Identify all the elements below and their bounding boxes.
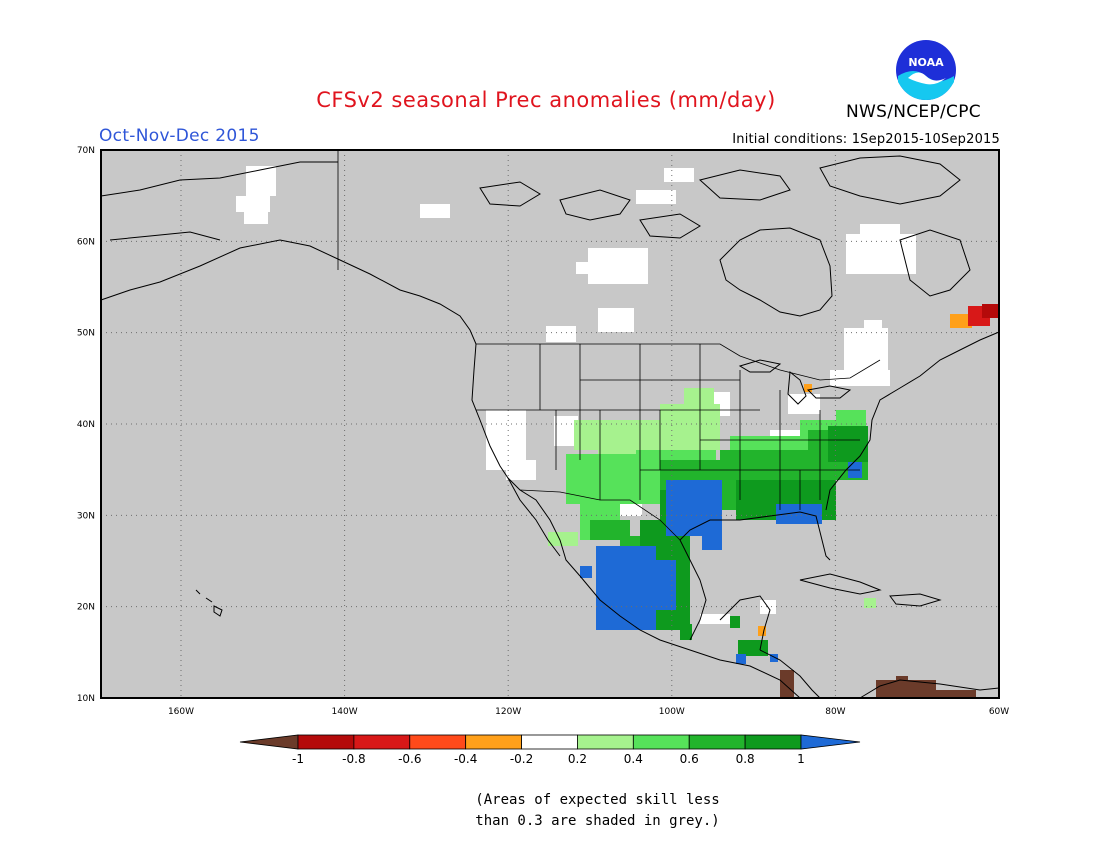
colorbar-swatch <box>577 734 634 750</box>
colorbar-swatch <box>409 734 467 750</box>
colorbar-label: 0.4 <box>624 752 643 766</box>
noaa-logo: NOAA <box>895 39 957 101</box>
lat-label: 50N <box>77 329 95 339</box>
colorbar-low-arrow <box>239 734 299 750</box>
lat-label: 60N <box>77 237 95 247</box>
lat-label: 20N <box>77 603 95 613</box>
colorbar-swatch <box>353 734 411 750</box>
dry-anomaly-patches <box>758 304 999 698</box>
initial-conditions-label: Initial conditions: 1Sep2015-10Sep2015 <box>732 132 1000 147</box>
colorbar-swatch <box>688 734 746 750</box>
colorbar-label: -0.2 <box>510 752 533 766</box>
colorbar-swatch <box>465 734 522 750</box>
colorbar-label: -1 <box>292 752 304 766</box>
colorbar-swatch <box>297 734 355 750</box>
longitude-labels: 160W 140W 120W 100W 80W 60W <box>168 707 1009 717</box>
skill-note-line-1: (Areas of expected skill less <box>475 792 720 808</box>
lon-label: 120W <box>495 707 521 717</box>
logo-text: NOAA <box>908 56 944 69</box>
colorbar-high-arrow <box>800 734 861 750</box>
lon-label: 80W <box>825 707 845 717</box>
skill-note: (Areas of expected skill less than 0.3 a… <box>0 790 1100 832</box>
colorbar-swatch <box>632 734 690 750</box>
colorbar-label: 0.8 <box>736 752 755 766</box>
map-frame <box>100 149 1000 699</box>
latitude-labels: 70N 60N 50N 40N 30N 20N 10N <box>77 146 95 704</box>
colorbar-label: -0.8 <box>342 752 365 766</box>
colorbar-label: -0.4 <box>454 752 477 766</box>
lat-label: 30N <box>77 511 95 521</box>
agency-label: NWS/NCEP/CPC <box>846 102 981 122</box>
lon-label: 160W <box>168 707 194 717</box>
lon-label: 60W <box>989 707 1009 717</box>
chart-title: CFSv2 seasonal Prec anomalies (mm/day) <box>316 88 776 112</box>
white-anomaly-patches <box>236 166 916 624</box>
colorbar: -1 -0.8 -0.6 -0.4 -0.2 0.2 0.4 0.6 0.8 1 <box>239 734 861 766</box>
colorbar-label: 0.2 <box>568 752 587 766</box>
colorbar-label: 1 <box>797 752 805 766</box>
lon-label: 140W <box>332 707 358 717</box>
lat-label: 70N <box>77 146 95 156</box>
political-boundaries <box>337 150 881 541</box>
coastlines <box>100 155 1000 699</box>
season-label: Oct-Nov-Dec 2015 <box>99 126 260 146</box>
lat-label: 10N <box>77 694 95 704</box>
chart-title-container: CFSv2 seasonal Prec anomalies (mm/day) <box>0 88 1100 112</box>
colorbar-swatch <box>521 734 578 750</box>
skill-note-line-2: than 0.3 are shaded in grey.) <box>475 813 720 829</box>
colorbar-label: 0.6 <box>680 752 699 766</box>
colorbar-label: -0.6 <box>398 752 421 766</box>
colorbar-swatch <box>744 734 802 750</box>
lat-label: 40N <box>77 420 95 430</box>
lon-label: 100W <box>659 707 685 717</box>
